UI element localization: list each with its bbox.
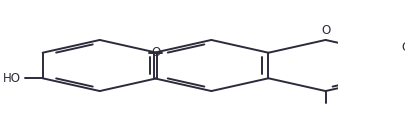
Text: HO: HO xyxy=(3,72,21,85)
Text: O: O xyxy=(151,46,160,59)
Text: O: O xyxy=(320,24,329,37)
Text: O: O xyxy=(401,41,405,54)
